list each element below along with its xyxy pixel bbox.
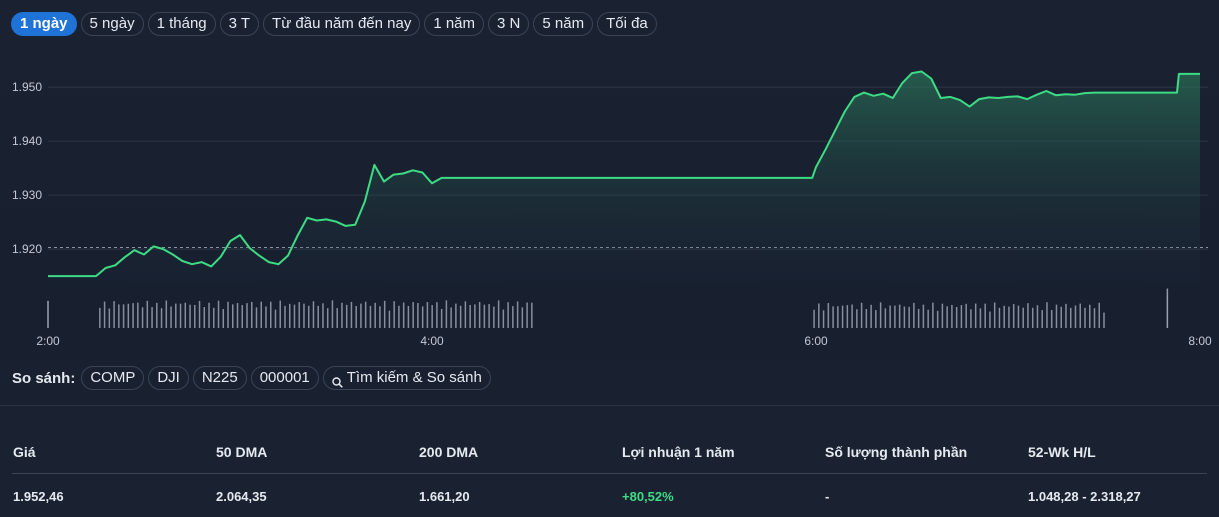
price-area (48, 70, 1200, 295)
search-icon (332, 373, 343, 388)
stat-value: 1.048,28 - 2.318,27 (1028, 489, 1141, 504)
compare-n225-button[interactable]: N225 (192, 366, 247, 390)
stat-header: 50 DMA (216, 444, 268, 460)
compare-dji-button[interactable]: DJI (148, 366, 189, 390)
range-button-6[interactable]: 3 N (488, 12, 530, 36)
range-button-3[interactable]: 3 T (219, 12, 260, 36)
volume-bars (47, 288, 1169, 328)
y-tick-label: 1.920 (12, 242, 42, 256)
range-button-1[interactable]: 5 ngày (80, 12, 144, 36)
range-button-7[interactable]: 5 năm (533, 12, 594, 36)
section-divider (0, 405, 1219, 406)
x-tick-label: 4:00 (420, 334, 444, 348)
compare-000001-button[interactable]: 000001 (250, 366, 319, 390)
y-tick-label: 1.950 (12, 80, 42, 94)
stat-header: Số lượng thành phần (825, 444, 968, 460)
stat-value: +80,52% (622, 489, 674, 504)
time-range-selector: 1 ngày 5 ngày 1 tháng 3 T Từ đầu năm đến nay… (11, 12, 657, 36)
y-axis: 1.920 1.930 1.940 1.950 (12, 80, 42, 256)
stat-header: Lợi nhuận 1 năm (622, 444, 735, 460)
stat-value: - (825, 489, 830, 504)
x-axis: 2:00 4:00 6:00 8:00 (36, 334, 1212, 348)
range-button-2[interactable]: 1 tháng (147, 12, 216, 36)
compare-label: So sánh: (12, 369, 76, 387)
x-tick-label: 6:00 (804, 334, 828, 348)
x-tick-label: 8:00 (1188, 334, 1212, 348)
x-tick-label: 2:00 (36, 334, 60, 348)
stat-value: 1.661,20 (419, 489, 470, 504)
range-button-8[interactable]: Tối đa (597, 12, 657, 36)
compare-comp-button[interactable]: COMP (81, 366, 145, 390)
range-button-4[interactable]: Từ đầu năm đến nay (263, 12, 421, 36)
stat-value: 1.952,46 (13, 489, 64, 504)
search-compare-button[interactable]: Tìm kiếm & So sánh (322, 366, 491, 390)
stat-header: 200 DMA (419, 444, 479, 460)
price-line (48, 70, 1200, 278)
price-area-fill (48, 71, 1200, 295)
y-tick-label: 1.930 (12, 188, 42, 202)
price-chart: 1.920 1.930 1.940 1.950 2:00 4:00 6:00 8:00 (12, 70, 1212, 348)
stats-table: Giá 1.952,46 50 DMA 2.064,35 200 DMA 1.6… (0, 406, 1219, 517)
range-button-5[interactable]: 1 năm (424, 12, 485, 36)
stat-header: 52-Wk H/L (1028, 444, 1096, 460)
stat-header: Giá (13, 444, 36, 460)
range-button-0[interactable]: 1 ngày (11, 12, 77, 36)
compare-bar: So sánh: COMP DJI N225 000001 Tìm kiếm &… (12, 366, 491, 390)
stats-row-divider (12, 473, 1207, 474)
stat-value: 2.064,35 (216, 489, 267, 504)
search-compare-label: Tìm kiếm & So sánh (346, 369, 482, 386)
y-tick-label: 1.940 (12, 134, 42, 148)
